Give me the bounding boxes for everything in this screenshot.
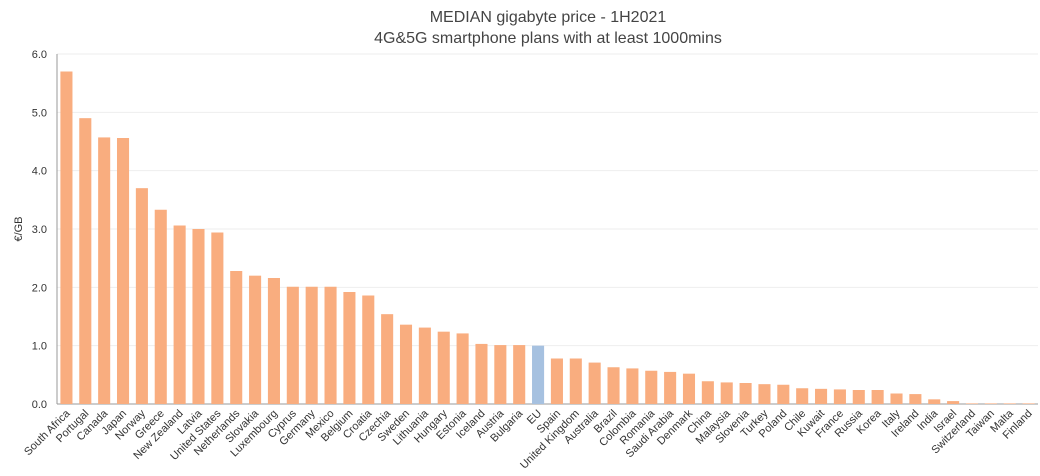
bar [550, 358, 563, 404]
bar [871, 390, 884, 404]
bar [833, 389, 846, 404]
bar [399, 324, 413, 404]
bar [664, 371, 677, 404]
bar [418, 327, 431, 404]
bar [1003, 403, 1016, 404]
bar [852, 390, 865, 404]
bar [815, 388, 828, 404]
bar [60, 71, 73, 404]
bar [192, 229, 205, 404]
y-tick-label: 0.0 [32, 399, 47, 411]
bar [343, 292, 356, 404]
y-tick-label: 3.0 [32, 224, 47, 236]
bar [267, 278, 280, 404]
bar [758, 384, 771, 404]
bar [211, 232, 224, 404]
bar [362, 295, 375, 404]
bar [890, 393, 903, 404]
bar [701, 381, 714, 404]
bar [588, 362, 601, 404]
bar [513, 345, 526, 404]
bar [569, 358, 582, 404]
bar [230, 271, 243, 404]
bar [777, 384, 790, 404]
bar [79, 118, 92, 405]
y-tick-label: 1.0 [32, 341, 47, 353]
chart-title: MEDIAN gigabyte price - 1H2021 [430, 9, 667, 26]
bar [626, 368, 639, 404]
bar [1022, 403, 1035, 404]
bar [607, 367, 620, 404]
bar [437, 331, 450, 404]
y-tick-label: 6.0 [32, 49, 47, 61]
bar [984, 403, 997, 404]
bar [947, 401, 960, 404]
bar [682, 373, 696, 404]
bar [739, 383, 752, 404]
bar [965, 403, 979, 404]
bar [135, 188, 148, 404]
bar [928, 399, 941, 404]
bar [381, 314, 394, 404]
bar [173, 225, 186, 404]
bar [475, 343, 488, 404]
y-axis-label: €/GB [13, 216, 25, 241]
bar [249, 275, 262, 404]
bar [116, 138, 130, 404]
y-tick-label: 2.0 [32, 282, 47, 294]
bar [720, 382, 733, 404]
bar [154, 209, 167, 404]
bar [909, 394, 922, 404]
bar [98, 137, 111, 404]
y-tick-label: 5.0 [32, 107, 47, 119]
bar [286, 286, 299, 404]
bar [324, 286, 337, 404]
bar [532, 345, 545, 404]
chart-subtitle: 4G&5G smartphone plans with at least 100… [374, 30, 722, 47]
bar [305, 286, 318, 404]
bar [645, 370, 658, 404]
bar [494, 345, 507, 404]
bar [796, 388, 809, 404]
y-tick-label: 4.0 [32, 166, 47, 178]
bar [456, 333, 469, 404]
